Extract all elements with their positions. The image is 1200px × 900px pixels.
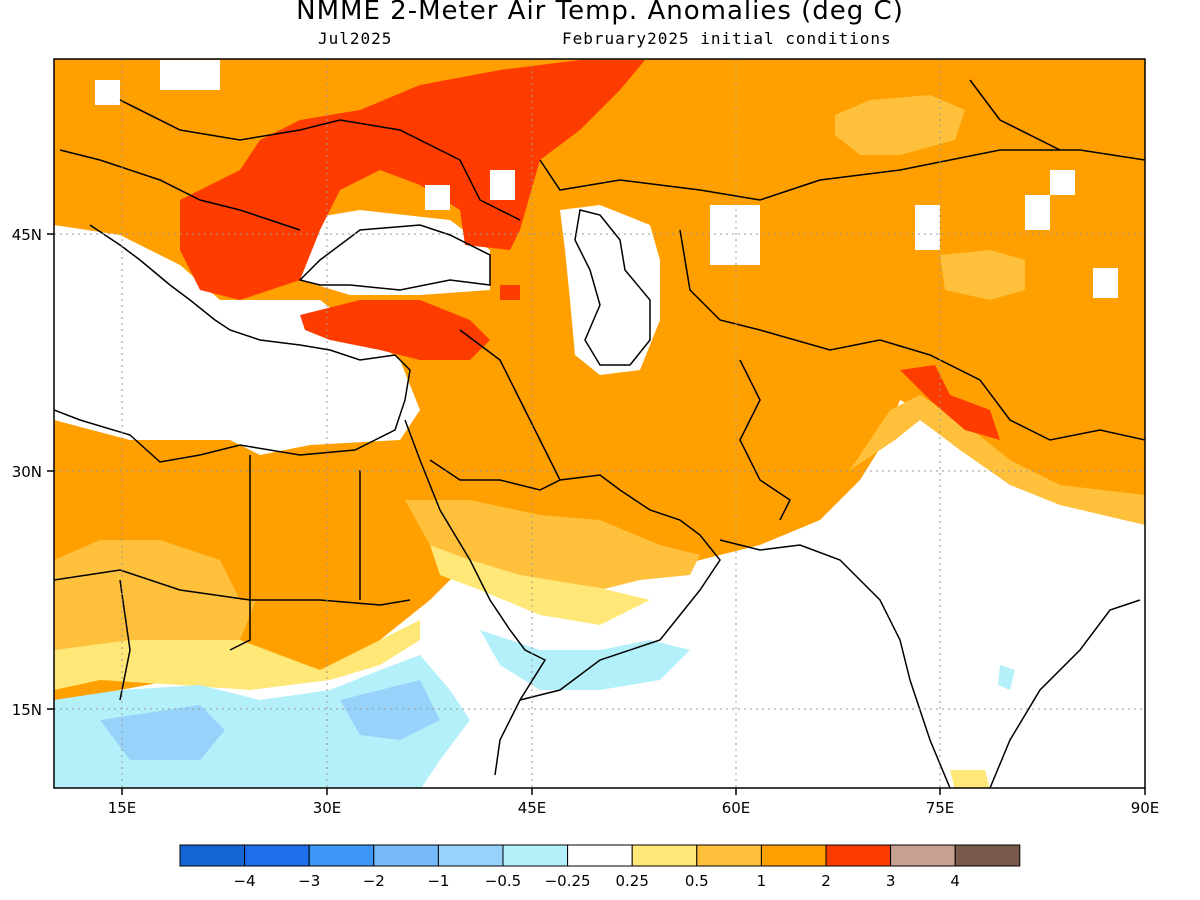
field-half-to-1-himalaya: [850, 395, 1145, 525]
field-half-to-1-arabia: [405, 500, 700, 590]
valid-month-label: Jul2025: [318, 29, 393, 48]
data-gap: [1025, 195, 1050, 230]
field-2-to-3-anatolia: [300, 300, 490, 360]
color-bar-swatch: [308, 844, 375, 867]
field-quarter-to-half-sahel: [54, 620, 420, 690]
field-2-to-3-caucasus: [500, 285, 520, 300]
data-gap: [160, 60, 220, 90]
color-bar-label: 2: [821, 872, 831, 890]
color-bar-label: −1: [427, 872, 449, 890]
color-bar-label: −2: [363, 872, 385, 890]
anomaly-fields: [54, 59, 1145, 788]
longitude-tick-label: 90E: [1131, 799, 1160, 817]
field-minus-quarter-india-east: [998, 665, 1015, 690]
color-bar-swatch: [373, 844, 439, 867]
field-1-to-2-africa: [54, 440, 420, 625]
latitude-tick-label: 15N: [12, 701, 42, 719]
map-frame: [53, 58, 1146, 789]
data-gap: [710, 205, 760, 265]
latitude-labels: 45N 30N 15N: [12, 226, 42, 719]
color-bar-swatch: [567, 844, 633, 867]
longitude-tick-label: 45E: [518, 799, 547, 817]
color-bar-swatch: [890, 844, 956, 867]
color-bar-swatch: [179, 844, 246, 867]
field-minus-half-to-1-sudan: [340, 680, 440, 740]
color-bar-label: 1: [757, 872, 767, 890]
field-2-to-3-eastern-europe: [180, 60, 645, 300]
latitude-tick-label: 30N: [12, 463, 42, 481]
data-gap: [1093, 268, 1118, 298]
longitude-tick-label: 15E: [108, 799, 137, 817]
color-bar-swatch: [696, 844, 762, 867]
color-bar-label: 0.5: [685, 872, 709, 890]
field-near-normal-black-sea: [300, 210, 490, 295]
field-quarter-south-india: [950, 770, 990, 788]
color-bar-label: −0.5: [485, 872, 521, 890]
field-half-to-1-kazakhstan: [835, 95, 965, 155]
latitude-tick-label: 45N: [12, 226, 42, 244]
data-gap: [490, 170, 515, 200]
field-near-normal-caspian: [560, 205, 660, 375]
color-bar-label: 4: [950, 872, 960, 890]
color-bar-label: 3: [886, 872, 896, 890]
coastlines: [54, 79, 1145, 788]
data-gap: [95, 80, 120, 105]
color-bar-swatch: [954, 844, 1021, 867]
field-2-to-3-himalaya: [900, 365, 1000, 440]
field-half-to-1-tarim: [940, 250, 1025, 300]
data-gap: [1050, 170, 1075, 195]
longitude-tick-label: 75E: [926, 799, 955, 817]
color-bar-label: −0.25: [545, 872, 591, 890]
field-minus-quarter-to-half-yemen: [480, 630, 690, 690]
color-bar-label: −3: [298, 872, 320, 890]
longitude-labels: 15E 30E 45E 60E 75E 90E: [108, 799, 1160, 817]
graticule: [54, 59, 1145, 788]
field-quarter-to-half-arabia: [430, 545, 650, 625]
init-conditions-label: February2025 initial conditions: [562, 29, 892, 48]
color-bar-swatch: [244, 844, 310, 867]
tick-marks: [47, 233, 1146, 795]
map-title: NMME 2-Meter Air Temp. Anomalies (deg C): [296, 0, 904, 26]
longitude-tick-label: 30E: [313, 799, 342, 817]
color-bar-swatch: [437, 844, 504, 867]
color-bar-swatch: [631, 844, 698, 867]
color-bar-label: 0.25: [615, 872, 648, 890]
field-near-normal-mediterranean: [54, 225, 420, 455]
color-bar-swatch: [502, 844, 569, 867]
data-gap: [915, 205, 940, 250]
color-bar-swatch: [760, 844, 827, 867]
data-gap: [425, 185, 450, 210]
color-bar: −4 −3 −2 −1 −0.5 −0.25 0.25 0.5 1 2 3 4: [179, 844, 1021, 890]
color-bar-swatch: [825, 844, 892, 867]
field-minus-half-to-1-chad: [100, 705, 225, 760]
longitude-tick-label: 60E: [722, 799, 751, 817]
color-bar-label: −4: [234, 872, 256, 890]
